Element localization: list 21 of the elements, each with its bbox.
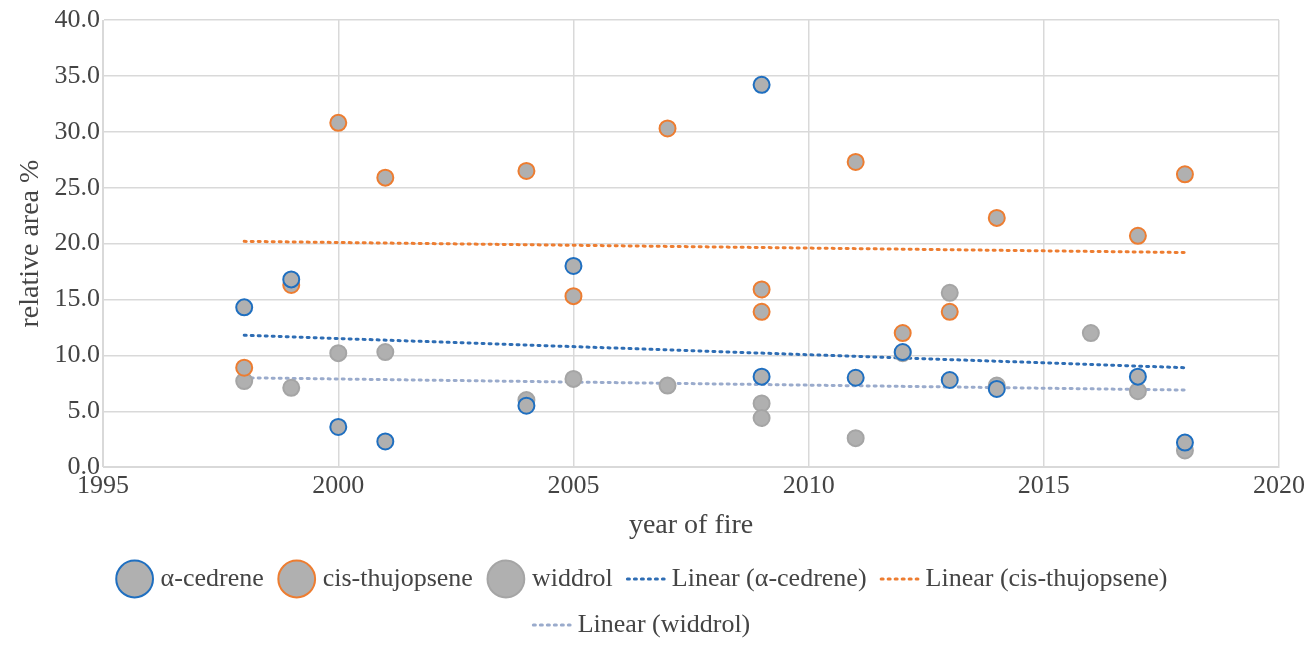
y-tick-label: 30.0 xyxy=(54,115,101,145)
legend-label: widdrol xyxy=(531,562,613,592)
x-tick-label: 2010 xyxy=(782,469,835,499)
legend-label: Linear (widdrol) xyxy=(577,608,751,638)
x-tick-label: 2015 xyxy=(1017,469,1070,499)
x-axis-title: year of fire xyxy=(628,507,754,539)
legend-label: cis-thujopsene xyxy=(322,562,473,592)
y-tick-label: 10.0 xyxy=(54,339,101,369)
y-tick-label: 5.0 xyxy=(67,395,101,425)
x-tick-label: 2005 xyxy=(547,469,600,499)
legend-label: α-cedrene xyxy=(160,562,264,592)
y-tick-label: 20.0 xyxy=(54,227,101,257)
y-tick-label: 25.0 xyxy=(54,171,101,201)
x-tick-label: 2020 xyxy=(1253,469,1305,499)
y-axis-title: relative area % xyxy=(13,159,45,328)
legend-label: Linear (cis-thujopsene) xyxy=(925,562,1168,592)
x-tick-label: 2000 xyxy=(312,469,365,499)
y-tick-label: 15.0 xyxy=(54,283,101,313)
y-tick-label: 40.0 xyxy=(54,3,101,33)
legend-label: Linear (α-cedrene) xyxy=(671,562,867,592)
y-tick-label: 35.0 xyxy=(54,59,101,89)
